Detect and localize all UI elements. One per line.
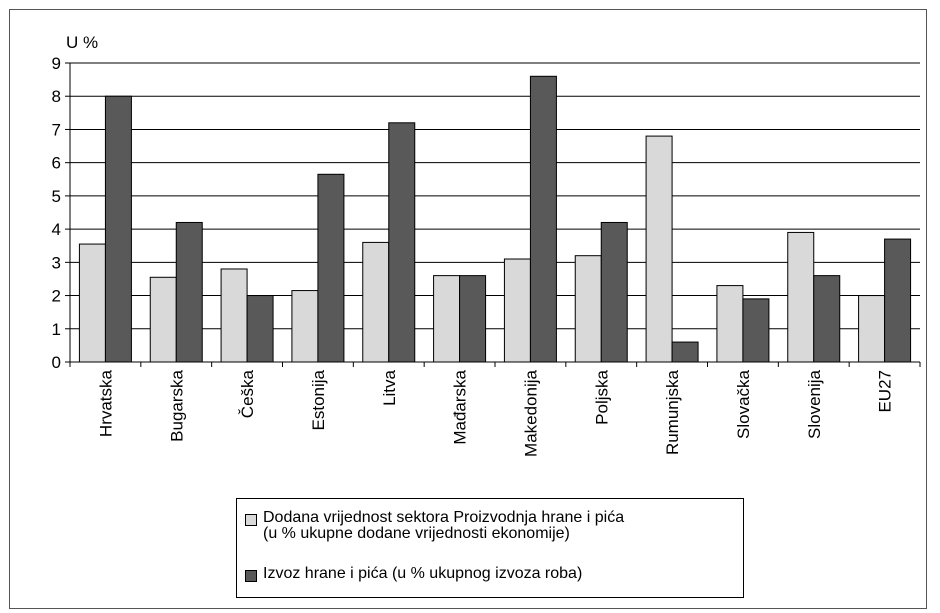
bar-export <box>671 341 699 363</box>
bar-export <box>600 221 628 363</box>
bar-value-added <box>645 135 673 363</box>
bar-export <box>175 221 203 363</box>
x-tick-label: Rumunjska <box>663 369 682 455</box>
x-tick-label: Poljska <box>592 369 611 424</box>
bar-value-added <box>291 290 319 363</box>
y-tick-label: 6 <box>52 154 61 173</box>
bar-value-added <box>503 258 531 363</box>
x-tick-label: Makedonija <box>521 369 540 456</box>
x-tick-labels: Hrvatska Bugarska Češka Estonija Litva Mađars… <box>96 369 894 456</box>
y-tick-label: 1 <box>52 320 61 339</box>
x-tick-label: Estonija <box>309 369 328 430</box>
gridlines <box>70 62 920 330</box>
x-tick-label: Slovenija <box>805 369 824 439</box>
bar-value-added <box>716 285 744 363</box>
chart-frame <box>9 9 927 609</box>
y-tick-label: 3 <box>52 253 61 272</box>
x-tick-label: Češka <box>238 369 257 418</box>
bar-value-added <box>149 276 177 363</box>
bar-value-added <box>858 295 886 363</box>
bar-export <box>742 298 770 363</box>
axes <box>65 62 921 367</box>
y-tick-label: 5 <box>52 187 61 206</box>
bar-export <box>529 75 557 363</box>
y-tick-label: 4 <box>52 220 61 239</box>
y-axis-label: U % <box>66 33 98 52</box>
bar-export <box>813 275 841 363</box>
bar-value-added <box>362 241 390 363</box>
bar-value-added <box>433 275 461 363</box>
y-tick-label: 9 <box>52 54 61 73</box>
legend-swatch-dark <box>245 570 257 582</box>
bar-value-added <box>787 231 815 363</box>
x-tick-label: Litva <box>380 369 399 405</box>
y-tick-label: 0 <box>52 353 61 372</box>
y-tick-label: 2 <box>52 287 61 306</box>
legend-label-line2: (u % ukupne dodane vrijednosti ekonomije… <box>263 525 570 542</box>
bar-export <box>388 122 416 363</box>
legend-label-export: Izvoz hrane i pića (u % ukupnog izvoza r… <box>263 565 583 582</box>
bar-value-added <box>78 243 106 363</box>
bar-value-added <box>574 255 602 363</box>
legend-swatch-light <box>245 514 257 526</box>
x-tick-label: EU27 <box>876 370 895 413</box>
bars <box>78 75 912 363</box>
legend-item-export: Izvoz hrane i pića (u % ukupnog izvoza r… <box>245 566 582 582</box>
legend-label-line1: Dodana vrijednost sektora Proizvodnja hr… <box>263 509 625 526</box>
x-tick-label: Mađarska <box>451 369 470 444</box>
bar-value-added <box>220 268 248 363</box>
x-tick-label: Slovačka <box>734 369 753 439</box>
y-tick-label: 8 <box>52 87 61 106</box>
y-tick-labels: 0 1 2 3 4 5 6 7 8 9 <box>52 54 61 372</box>
x-tick-label: Hrvatska <box>96 369 115 437</box>
bar-export <box>884 238 912 363</box>
bar-export <box>459 275 487 363</box>
y-tick-label: 7 <box>52 120 61 139</box>
x-tick-label: Bugarska <box>167 369 186 441</box>
legend-item-value-added: Dodana vrijednost sektora Proizvodnja hr… <box>245 510 624 542</box>
bar-export <box>246 295 274 363</box>
bar-export <box>317 173 345 363</box>
bar-export <box>104 95 132 363</box>
legend: Dodana vrijednost sektora Proizvodnja hr… <box>236 498 744 598</box>
